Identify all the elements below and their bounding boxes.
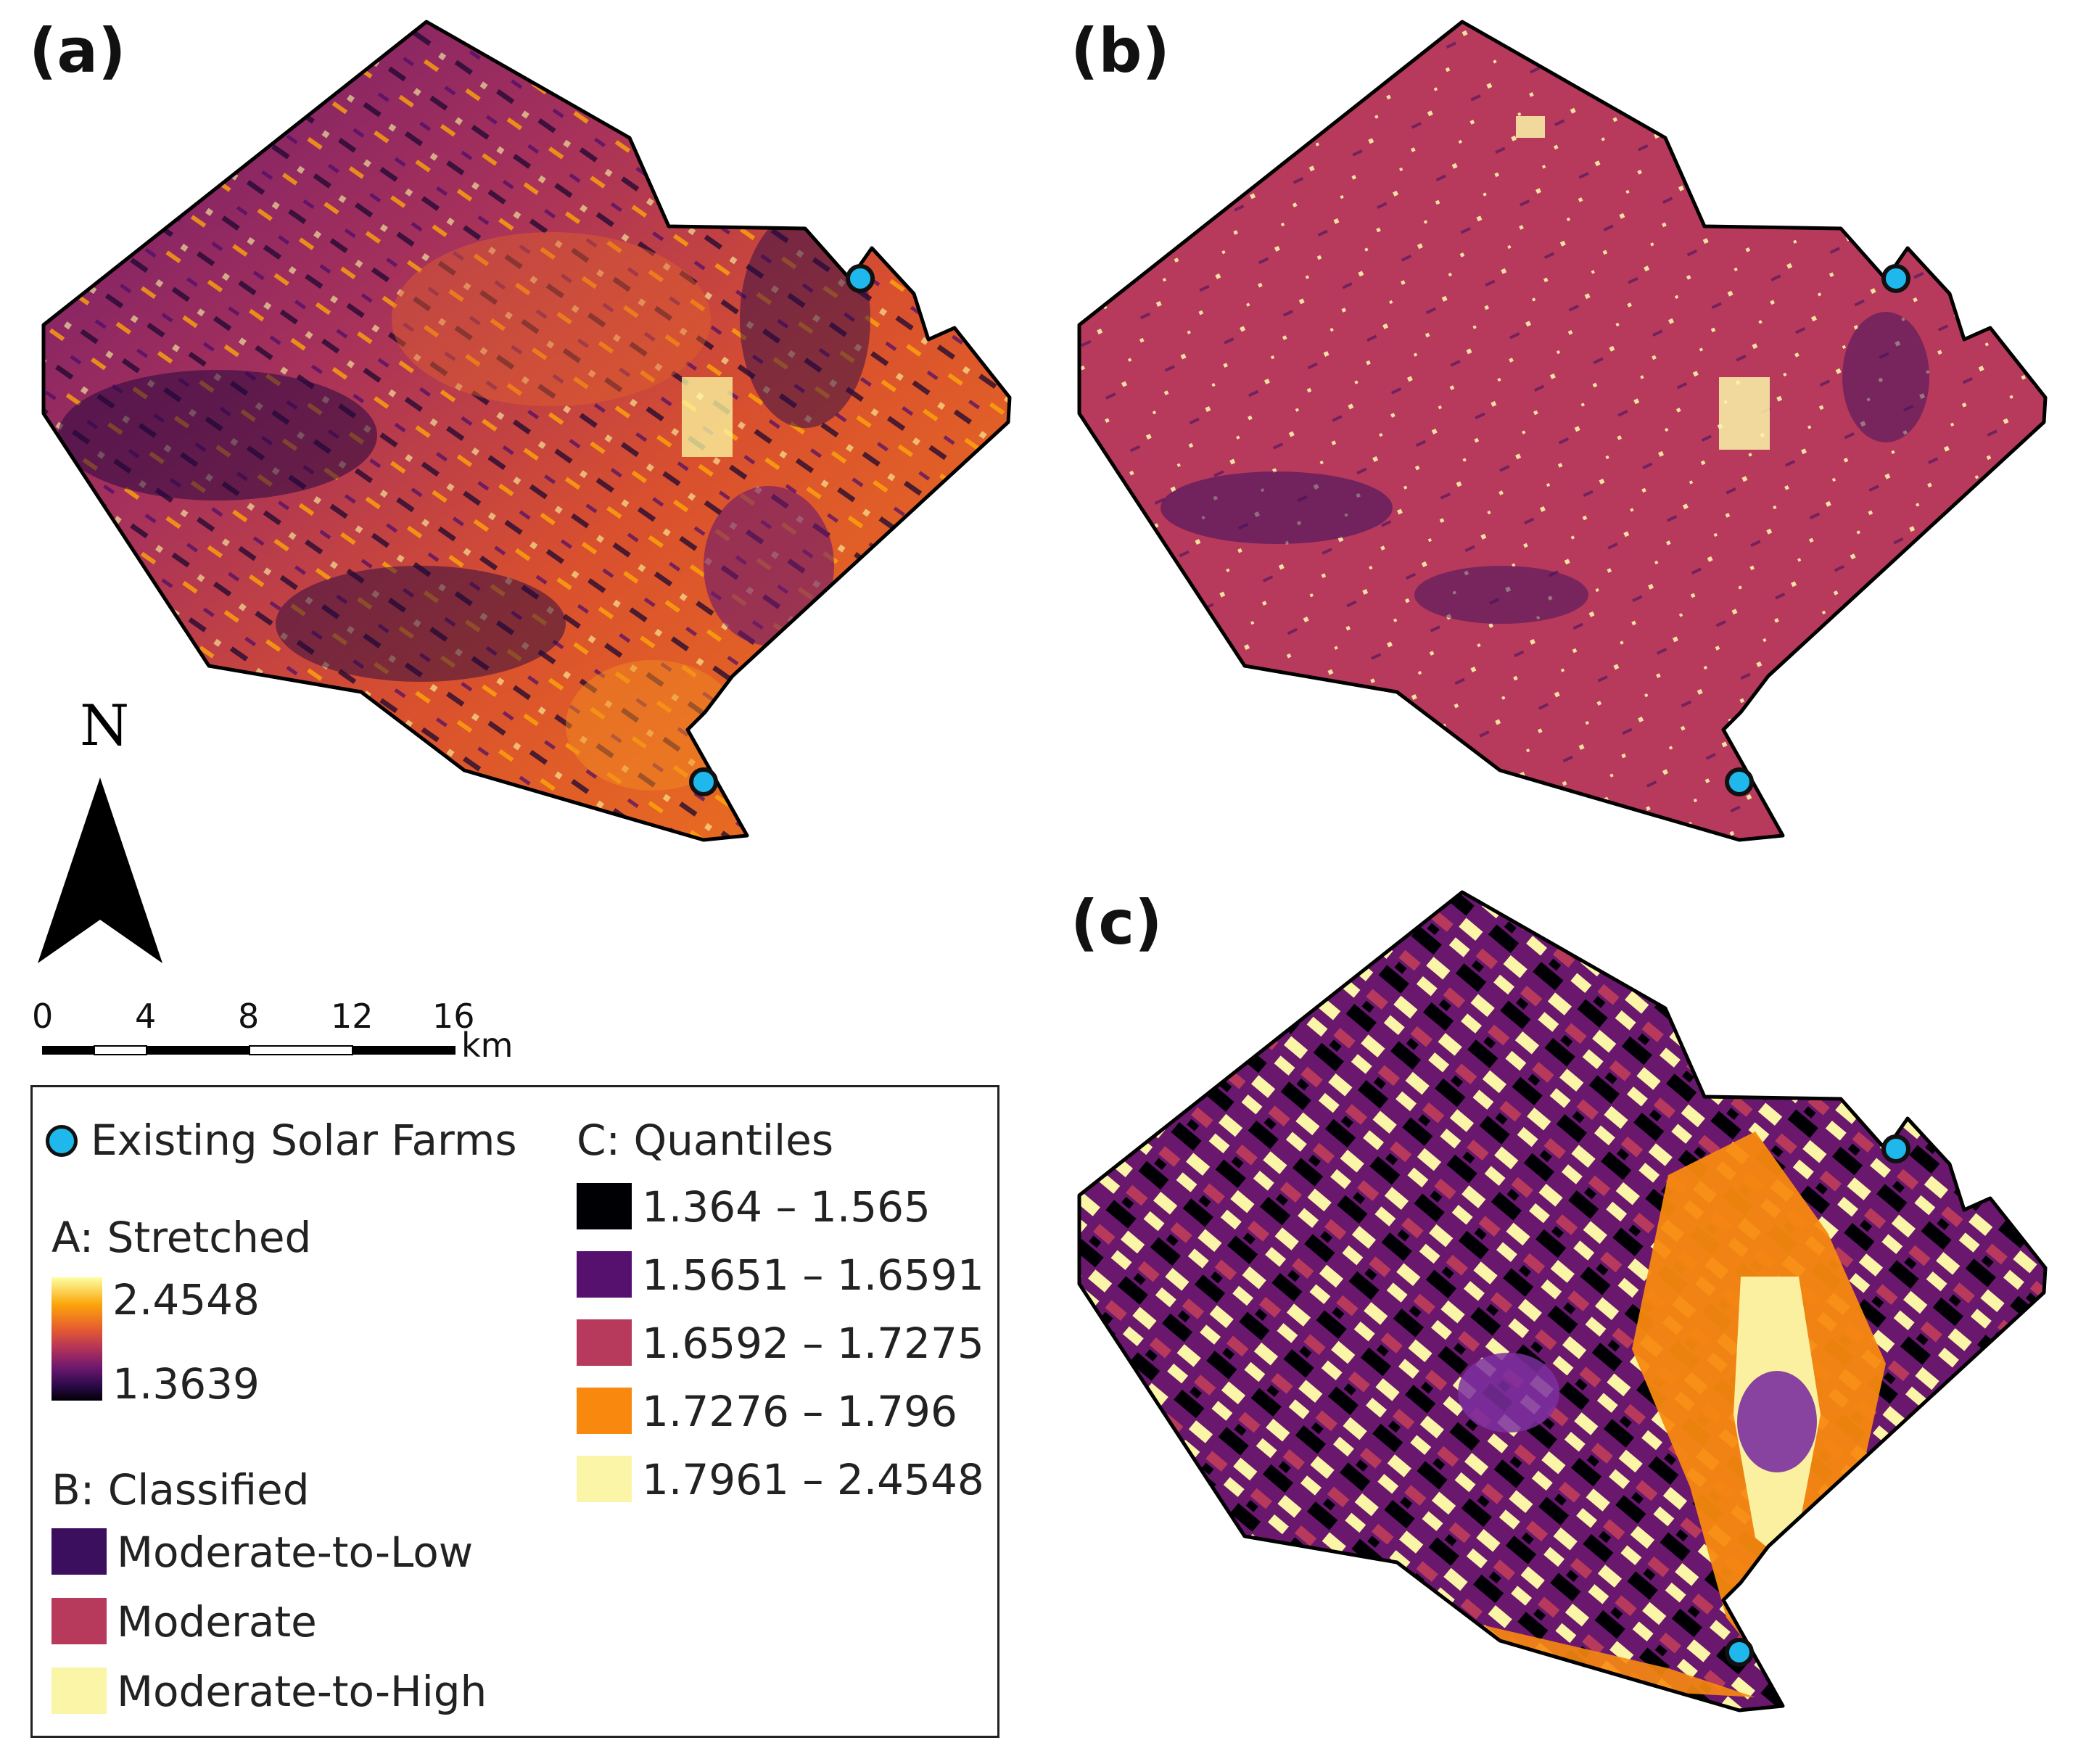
map-legend: Existing Solar Farms A: Stretched 2.4548… <box>30 1085 999 1738</box>
north-arrow <box>38 778 162 963</box>
legend-swatch <box>577 1456 632 1502</box>
scale-unit-label: km <box>461 1026 514 1065</box>
panel-label-a: (a) <box>29 15 126 86</box>
scale-tick-label: 12 <box>331 997 374 1036</box>
scale-tick-label: 16 <box>432 997 475 1036</box>
legend-quantiles-title: C: Quantiles <box>577 1116 834 1165</box>
panel-label-c: (c) <box>1071 887 1163 958</box>
legend-classified-title: B: Classified <box>51 1465 310 1514</box>
legend-swatch <box>51 1598 107 1644</box>
legend-stretched-min: 1.3639 <box>112 1359 260 1409</box>
stretched-color-ramp <box>51 1277 102 1401</box>
scale-tick-label: 4 <box>135 997 157 1036</box>
legend-stretched-max: 2.4548 <box>112 1275 260 1324</box>
legend-swatch <box>51 1668 107 1714</box>
scale-tick-label: 8 <box>238 997 260 1036</box>
map-panel-a <box>44 22 1015 849</box>
legend-quantile-item: 1.6592 – 1.7275 <box>642 1319 984 1368</box>
legend-quantile-item: 1.7961 – 2.4548 <box>642 1455 984 1504</box>
legend-classified-item: Moderate-to-Low <box>117 1528 474 1577</box>
map-panel-b <box>1079 22 2051 849</box>
solar-farm-marker <box>1725 1638 1754 1667</box>
legend-quantile-item: 1.5651 – 1.6591 <box>642 1250 984 1300</box>
scale-bar <box>42 1045 455 1055</box>
legend-existing-farms: Existing Solar Farms <box>91 1116 517 1165</box>
solar-farm-marker <box>1881 264 1910 293</box>
solar-farm-marker <box>846 264 875 293</box>
solar-farm-legend-marker <box>46 1125 78 1157</box>
scale-tick-label: 0 <box>32 997 54 1036</box>
legend-classified-item: Moderate-to-High <box>117 1667 487 1716</box>
legend-swatch <box>51 1528 107 1575</box>
map-panel-c <box>1079 892 2051 1719</box>
legend-classified-item: Moderate <box>117 1597 317 1646</box>
legend-swatch <box>577 1251 632 1298</box>
solar-farm-marker <box>689 767 718 796</box>
legend-swatch <box>577 1183 632 1229</box>
legend-stretched-title: A: Stretched <box>51 1213 312 1262</box>
panel-label-b: (b) <box>1071 15 1170 86</box>
legend-swatch <box>577 1388 632 1434</box>
legend-quantile-item: 1.364 – 1.565 <box>642 1182 931 1232</box>
solar-farm-marker <box>1725 767 1754 796</box>
north-arrow-letter: N <box>80 693 130 759</box>
legend-swatch <box>577 1319 632 1366</box>
solar-farm-marker <box>1881 1134 1910 1163</box>
legend-quantile-item: 1.7276 – 1.796 <box>642 1387 957 1436</box>
